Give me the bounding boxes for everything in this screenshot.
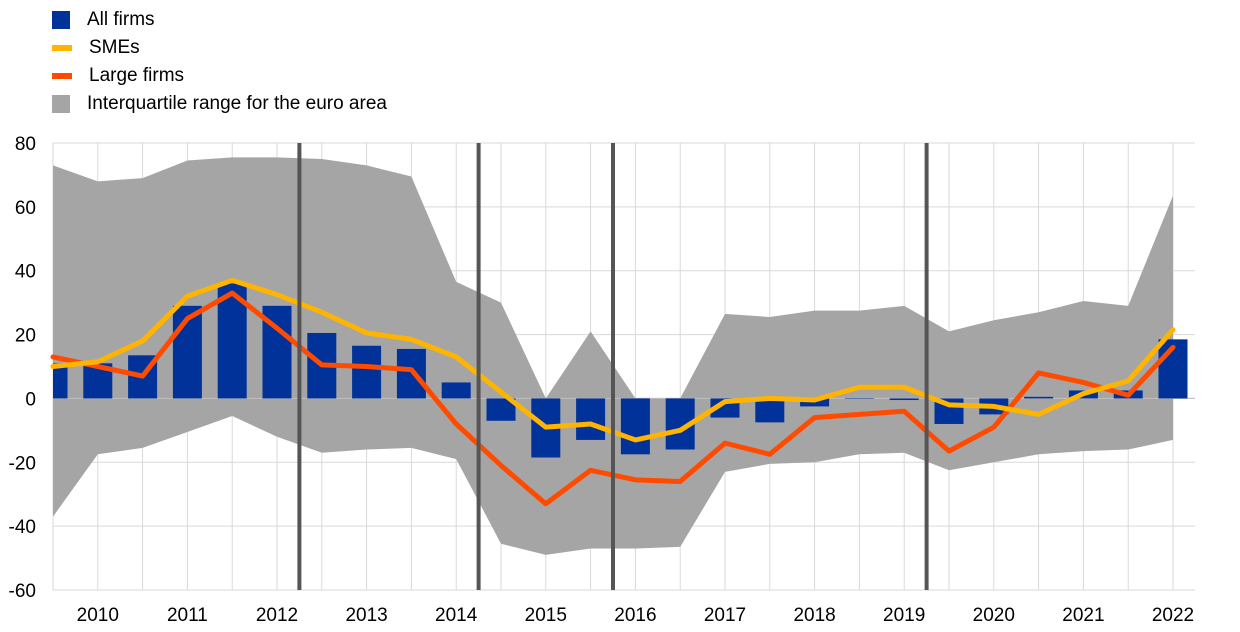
bar-all-firms	[352, 345, 382, 399]
bar-all-firms	[576, 398, 606, 440]
x-tick-label: 2022	[1152, 605, 1194, 626]
y-tick-label: 0	[25, 389, 36, 410]
bar-all-firms	[620, 398, 650, 455]
bar-all-firms	[755, 398, 785, 423]
x-tick-label: 2013	[345, 605, 387, 626]
chart-legend: All firms SMEs Large firms Interquartile…	[52, 6, 387, 118]
x-tick-label: 2012	[256, 605, 298, 626]
x-tick-label: 2011	[167, 605, 208, 626]
legend-label-large-firms: Large firms	[89, 65, 185, 86]
y-tick-label: 20	[15, 326, 36, 347]
legend-item-large-firms: Large firms	[52, 62, 387, 90]
y-tick-label: 40	[15, 262, 36, 283]
x-tick-label: 2021	[1062, 605, 1104, 626]
bar-all-firms	[844, 398, 874, 399]
y-tick-label: -40	[9, 517, 36, 538]
bar-all-firms	[889, 398, 919, 401]
x-tick-label: 2014	[435, 605, 478, 626]
y-tick-label: 80	[15, 134, 36, 155]
x-tick-label: 2019	[883, 605, 925, 626]
legend-label-smes: SMEs	[89, 37, 140, 58]
bar-all-firms	[486, 398, 516, 421]
legend-item-smes: SMEs	[52, 34, 387, 62]
bar-all-firms	[1024, 396, 1054, 399]
x-tick-label: 2015	[525, 605, 567, 626]
y-tick-label: -60	[9, 581, 36, 602]
legend-item-interquartile-range: Interquartile range for the euro area	[52, 90, 387, 118]
bar-all-firms	[53, 363, 68, 399]
x-tick-label: 2017	[704, 605, 746, 626]
x-tick-label: 2016	[614, 605, 656, 626]
legend-swatch-smes	[52, 45, 72, 51]
legend-label-interquartile-range: Interquartile range for the euro area	[87, 93, 387, 114]
bar-all-firms	[396, 348, 426, 399]
legend-label-all-firms: All firms	[87, 9, 155, 30]
legend-item-all-firms: All firms	[52, 6, 387, 34]
bar-all-firms	[441, 382, 471, 399]
y-tick-label: 60	[15, 198, 36, 219]
legend-swatch-all-firms	[52, 11, 70, 29]
legend-swatch-interquartile-range	[52, 95, 70, 113]
x-tick-label: 2020	[973, 605, 1015, 626]
x-tick-label: 2010	[77, 605, 119, 626]
y-tick-label: -20	[9, 453, 36, 474]
x-tick-label: 2018	[793, 605, 835, 626]
interquartile-range-area	[53, 157, 1173, 555]
legend-swatch-large-firms	[52, 73, 72, 79]
